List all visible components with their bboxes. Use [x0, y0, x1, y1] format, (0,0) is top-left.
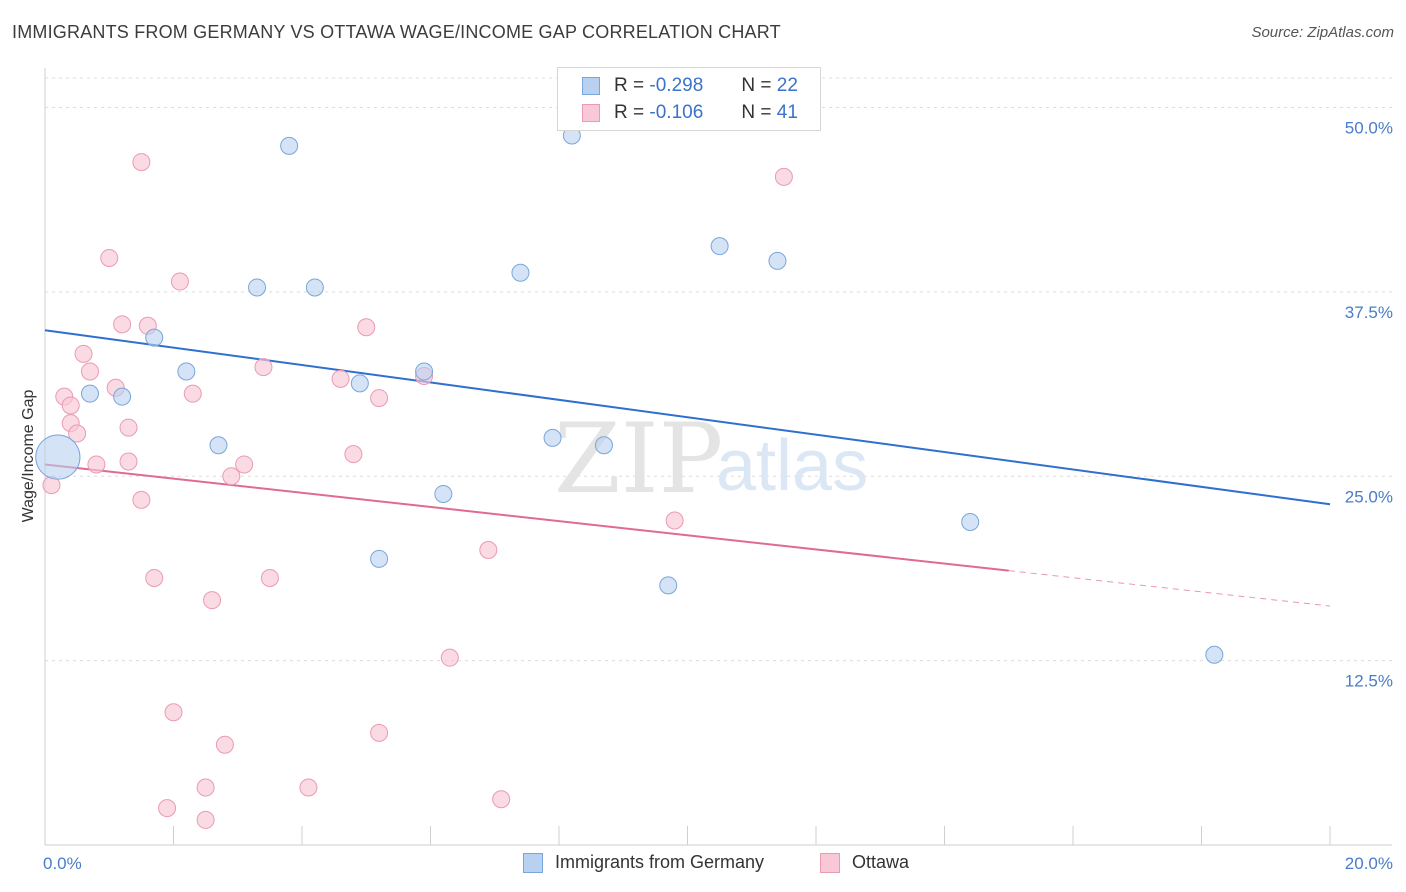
ottawa-point: [203, 591, 222, 610]
ottawa-point: [774, 167, 793, 186]
y-axis-label: Wage/Income Gap: [20, 390, 37, 523]
grid-lines: [45, 77, 1392, 662]
legend-r-value-germany: -0.298: [649, 75, 704, 96]
legend-r-label: R =: [614, 75, 645, 96]
ottawa-point: [254, 358, 273, 377]
ottawa-point: [260, 569, 279, 588]
ottawa-point: [158, 799, 177, 818]
watermark-zip: ZIP: [554, 403, 723, 515]
legend-r-value-ottawa: -0.106: [649, 102, 704, 123]
germany-point: [543, 428, 562, 447]
germany-point: [113, 387, 132, 406]
germany-point: [35, 434, 81, 480]
trend-line-ottawa: [44, 463, 1009, 572]
ottawa-point: [215, 735, 234, 754]
ottawa-point: [196, 810, 215, 829]
germany-point: [768, 251, 787, 270]
legend-item-ottawa[interactable]: Ottawa: [820, 852, 909, 873]
ottawa-point: [100, 248, 119, 267]
y-tick-labels: 50.0% 37.5% 25.0% 12.5%: [1345, 119, 1393, 691]
legend-row-ottawa: R = -0.106 N = 41: [582, 101, 798, 125]
germany-point: [415, 362, 434, 381]
legend-item-germany[interactable]: Immigrants from Germany: [523, 852, 764, 873]
ottawa-point: [119, 452, 138, 471]
ottawa-point: [113, 315, 132, 334]
ottawa-point: [87, 455, 106, 474]
ottawa-point: [196, 778, 215, 797]
legend-n-label: N =: [741, 75, 772, 96]
germany-point: [594, 436, 613, 455]
germany-point: [209, 436, 228, 455]
ottawa-point: [74, 344, 93, 363]
legend-n-label: N =: [741, 102, 772, 123]
y-tick-label: 25.0%: [1345, 487, 1393, 506]
germany-point: [80, 384, 99, 403]
germany-point: [280, 136, 299, 155]
chart-source: Source: ZipAtlas.com: [1251, 24, 1394, 41]
ottawa-point: [492, 790, 511, 809]
ottawa-point: [80, 362, 99, 381]
ottawa-point: [370, 723, 389, 742]
series-legend: Immigrants from Germany Ottawa: [0, 852, 1406, 878]
ottawa-point: [132, 153, 151, 172]
ottawa-point: [665, 511, 684, 530]
x-tick-label: 0.0%: [43, 854, 82, 873]
ottawa-point: [164, 703, 183, 722]
ottawa-point: [235, 455, 254, 474]
trend-line-ottawa-extension: [1008, 570, 1331, 607]
germany-point: [370, 549, 389, 568]
ottawa-point: [299, 778, 318, 797]
ottawa-point: [344, 445, 363, 464]
ottawa-point: [479, 541, 498, 559]
stats-legend: R = -0.298 N = 22 R = -0.106 N = 41: [557, 67, 821, 131]
ottawa-point: [440, 648, 459, 667]
ottawa-point: [331, 369, 350, 388]
germany-point: [659, 576, 678, 595]
x-tick-labels: 0.0% 20.0%: [43, 854, 1393, 873]
ottawa-point: [370, 389, 389, 408]
germany-point: [350, 374, 369, 393]
legend-swatch-germany: [523, 852, 543, 873]
chart-title: IMMIGRANTS FROM GERMANY VS OTTAWA WAGE/I…: [12, 22, 781, 42]
legend-row-germany: R = -0.298 N = 22: [582, 74, 798, 98]
germany-point: [511, 263, 530, 282]
watermark-atlas: atlas: [716, 426, 868, 506]
y-tick-label: 37.5%: [1345, 303, 1393, 322]
germany-point: [1205, 645, 1224, 664]
legend-label-germany: Immigrants from Germany: [555, 852, 765, 872]
ottawa-point: [145, 569, 164, 588]
germany-point: [961, 512, 980, 531]
germany-point: [248, 278, 267, 297]
germany-point: [177, 362, 196, 381]
legend-label-ottawa: Ottawa: [852, 852, 910, 872]
legend-n-value-ottawa: 41: [776, 102, 798, 123]
data-points: [35, 126, 1224, 829]
ottawa-point: [222, 467, 241, 486]
legend-r-label: R =: [614, 102, 645, 123]
ottawa-point: [357, 318, 376, 337]
x-tick-label: 20.0%: [1345, 854, 1393, 873]
y-tick-label: 50.0%: [1345, 119, 1393, 138]
legend-swatch-ottawa: [820, 852, 840, 873]
germany-point: [305, 278, 324, 297]
ottawa-point: [68, 424, 87, 443]
germany-point: [434, 484, 453, 503]
legend-swatch-ottawa: [582, 104, 600, 122]
ottawa-point: [61, 396, 80, 415]
legend-swatch-germany: [582, 77, 600, 95]
germany-point: [710, 237, 729, 256]
ottawa-point: [132, 490, 151, 509]
legend-n-value-germany: 22: [776, 75, 798, 96]
ottawa-point: [119, 418, 138, 437]
ottawa-point: [170, 272, 189, 291]
germany-point: [145, 328, 164, 347]
ottawa-point: [183, 384, 202, 403]
y-tick-label: 12.5%: [1345, 672, 1393, 691]
